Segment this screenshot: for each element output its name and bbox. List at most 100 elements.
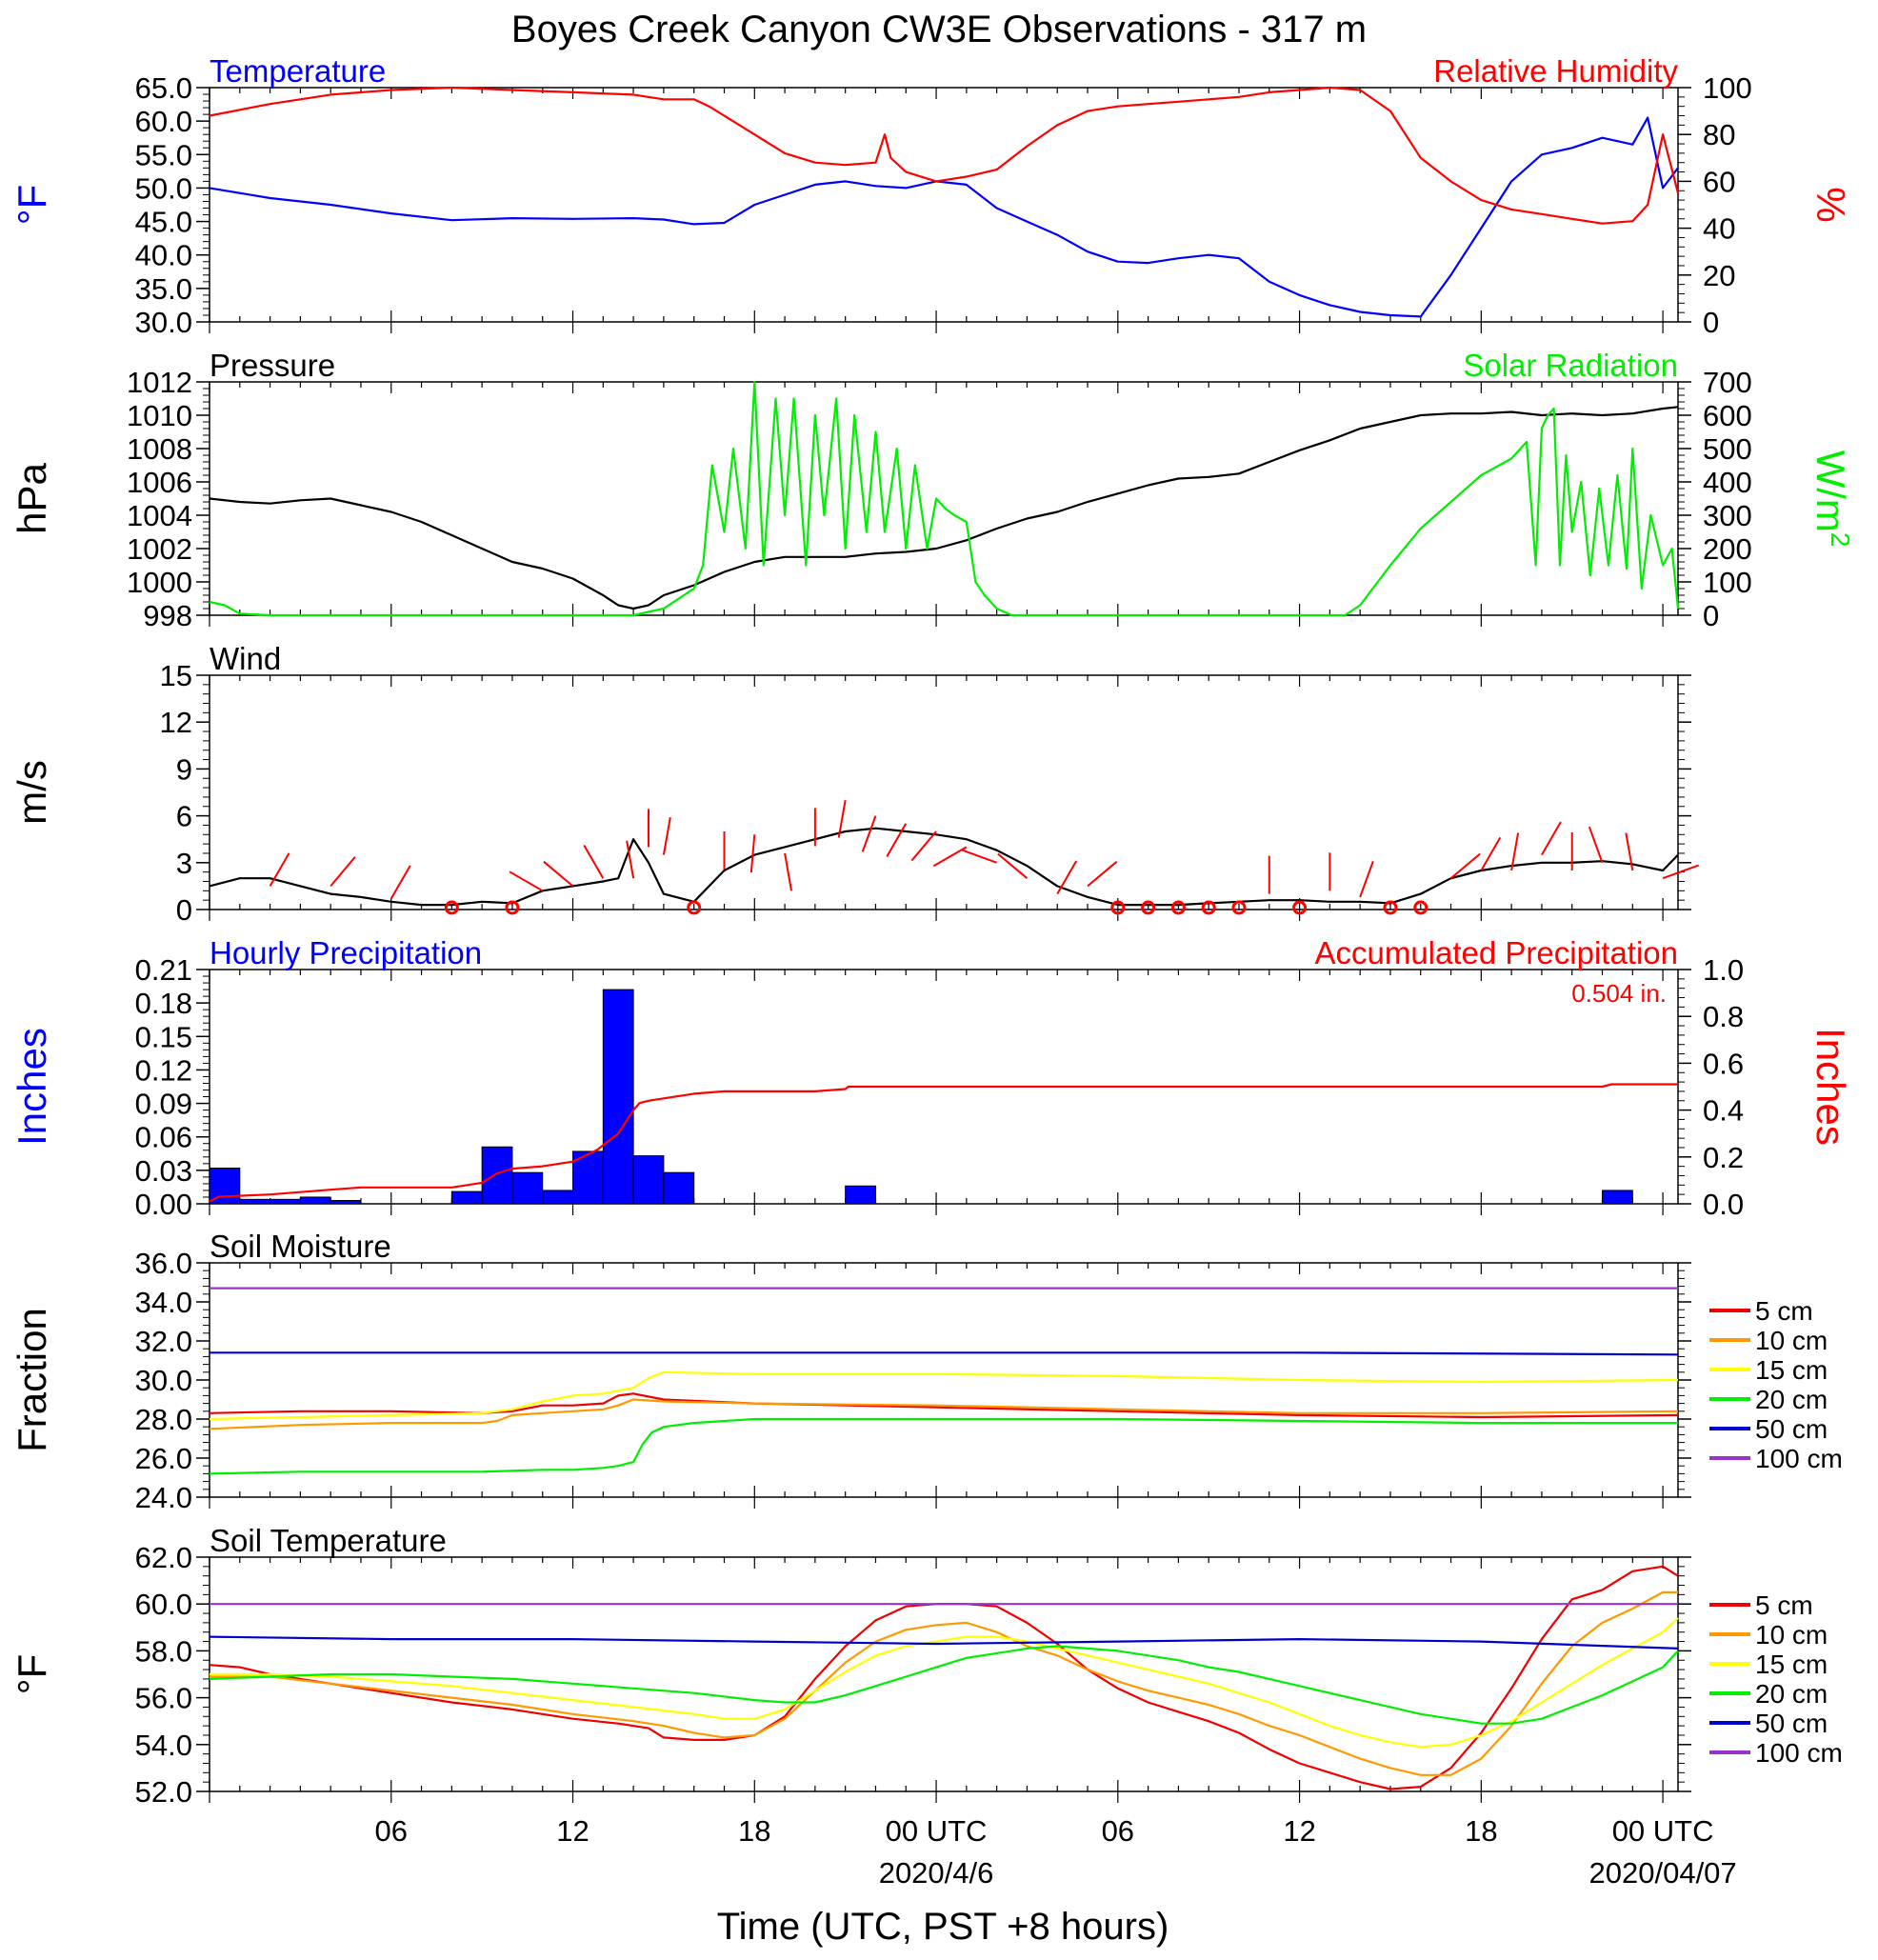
y-axis-label-right: Inches: [1808, 1028, 1853, 1146]
calm-wind-marker: [1170, 900, 1186, 915]
y-tick-label-right: 200: [1703, 532, 1752, 566]
y-tick-label-left: 60.0: [135, 105, 192, 138]
y-tick-label-left: 65.0: [135, 71, 192, 105]
y-tick-label-right: 0.4: [1703, 1094, 1744, 1128]
y-tick-label-left: 28.0: [135, 1403, 192, 1436]
legend-label: 20 cm: [1755, 1385, 1828, 1414]
x-tick-label: 18: [1465, 1814, 1497, 1848]
precip-bar: [239, 1198, 271, 1205]
y-tick-label-left: 45.0: [135, 206, 192, 239]
x-axis: 06 12 18 00 UTC 06 12 18 00 UTC 2020/4/6 2020/04/…: [375, 1814, 1737, 1890]
wind-barb: [1588, 826, 1604, 864]
legend-label: 50 cm: [1755, 1709, 1828, 1738]
legend-label: 10 cm: [1755, 1620, 1828, 1650]
panel-label-right: Relative Humidity: [1433, 53, 1678, 89]
precip-bar: [330, 1199, 362, 1205]
legend-label: 50 cm: [1755, 1414, 1828, 1444]
y-tick-label-left: 26.0: [135, 1442, 192, 1475]
y-tick-label-left: 50.0: [135, 171, 192, 205]
panel-label-right: Accumulated Precipitation: [1314, 935, 1678, 970]
y-tick-label-left: 56.0: [135, 1682, 192, 1715]
y-tick-label-left: 12: [160, 706, 192, 739]
y-tick-label-left: 0.21: [135, 953, 192, 987]
y-axis-label-left: °F: [10, 185, 54, 225]
panel-label-left: Wind: [210, 641, 281, 676]
panel-label-left: Pressure: [210, 348, 335, 383]
wind-barb: [749, 834, 756, 873]
y-tick-label-left: 0.18: [135, 987, 192, 1020]
y-tick-label-right: 0.0: [1703, 1188, 1744, 1221]
plot-frame: [209, 1262, 1679, 1498]
plot-frame: [209, 1556, 1679, 1792]
y-axis-label-left: Inches: [10, 1028, 54, 1146]
legend-label: 5 cm: [1755, 1590, 1813, 1620]
y-tick-label-left: 1008: [127, 432, 192, 466]
y-tick-label-right: 0.2: [1703, 1141, 1744, 1174]
calm-wind-marker: [687, 900, 702, 915]
precip-bar: [632, 1155, 665, 1205]
panel-label-left: Temperature: [210, 53, 386, 89]
y-tick-label-left: 40.0: [135, 239, 192, 272]
x-date-label: 2020/4/6: [879, 1856, 994, 1890]
y-tick-label-right: 40: [1703, 212, 1735, 246]
wind-barb: [269, 852, 290, 887]
panel-precip: 0.210.180.150.120.090.060.030.00 1.0 0.8 0.…: [10, 935, 1853, 1221]
wind-barb: [662, 817, 671, 855]
series-line-5-cm: [209, 1565, 1679, 1790]
series-line-0: [209, 116, 1679, 318]
y-tick-label-left: 0.03: [135, 1154, 192, 1188]
y-tick-label-left: 0: [176, 893, 192, 927]
legend-label: 15 cm: [1755, 1650, 1828, 1679]
y-tick-label-right: 1.0: [1703, 953, 1744, 987]
precip-bar: [1602, 1190, 1633, 1205]
y-tick-label-left: 0.00: [135, 1188, 192, 1221]
y-tick-label-left: 1010: [127, 399, 192, 432]
series-line-1: [209, 380, 1680, 617]
y-tick-label-left: 0.09: [135, 1088, 192, 1121]
y-tick-label-right: 100: [1703, 71, 1752, 105]
chart-panels: 65.060.055.050.045.040.035.030.010080604…: [10, 53, 1856, 1809]
wind-barb: [1056, 860, 1078, 895]
x-tick-label: 00 UTC: [886, 1814, 988, 1848]
y-tick-label-left: 0.15: [135, 1020, 192, 1053]
precip-total-label: 0.504 in.: [1571, 979, 1667, 1008]
y-tick-label-left: 15: [160, 659, 192, 692]
y-axis-label-left: °F: [10, 1654, 54, 1694]
wind-barb: [330, 856, 356, 888]
wind-barb: [390, 865, 411, 900]
wind-barb: [1541, 821, 1562, 856]
y-tick-label-right: 0: [1703, 306, 1719, 339]
y-tick-label-right: 0.8: [1703, 1000, 1744, 1033]
y-axis-label-left: m/s: [10, 760, 54, 825]
y-axis-label-right: W/m2: [1808, 450, 1856, 548]
y-tick-label-left: 34.0: [135, 1286, 192, 1319]
wind-barb: [960, 849, 997, 864]
wind-barb: [886, 823, 908, 857]
series-line-10-cm: [210, 1590, 1678, 1776]
precip-bar: [299, 1196, 331, 1205]
figure-title: Boyes Creek Canyon CW3E Observations - 3…: [511, 9, 1367, 50]
panel-label-left: Soil Moisture: [210, 1229, 391, 1264]
wind-barb: [626, 840, 635, 879]
y-tick-label-left: 0.12: [135, 1053, 192, 1087]
series-line-50-cm: [210, 1351, 1679, 1356]
calm-wind-marker: [1110, 900, 1126, 915]
calm-wind-marker: [1383, 900, 1398, 915]
y-axis-label-right: %: [1808, 187, 1853, 222]
y-tick-label-right: 0: [1703, 599, 1719, 632]
x-tick-label: 18: [738, 1814, 770, 1848]
x-tick-label: 12: [1283, 1814, 1315, 1848]
wind-barb: [543, 860, 574, 888]
series-line-1: [209, 86, 1680, 225]
precip-bar: [845, 1185, 876, 1205]
y-tick-label-right: 500: [1703, 432, 1752, 466]
y-tick-label-right: 0.6: [1703, 1047, 1744, 1080]
wind-barb: [1662, 864, 1700, 880]
precip-bar: [511, 1171, 544, 1205]
wind-barb: [784, 852, 793, 891]
plot-frame: [209, 381, 1679, 616]
y-tick-label-left: 52.0: [135, 1775, 192, 1809]
plot-frame: [209, 87, 1679, 323]
series-line-20-cm: [209, 1645, 1679, 1725]
